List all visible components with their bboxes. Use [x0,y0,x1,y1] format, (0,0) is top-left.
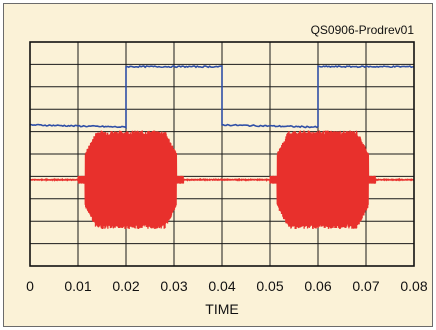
x-tick-label: 0.08 [400,278,427,294]
x-tick-label: 0.07 [352,278,379,294]
x-tick-label: 0.06 [304,278,331,294]
plot-border [29,41,415,267]
x-tick-label: 0.01 [64,278,91,294]
series-red-burst [29,130,415,230]
x-tick-label: 0.02 [112,278,139,294]
x-tick-labels: 0 0.01 0.02 0.03 0.04 0.05 0.06 0.07 0.08 [26,278,428,294]
series-layer [29,65,415,230]
series-blue-square-wave [29,65,415,130]
x-tick-label: 0 [26,278,34,294]
oscilloscope-chart: QS0906-Prodrev01 0 0.01 0.02 0.03 0.04 0.05 0.… [26,23,428,317]
chart-annotation: QS0906-Prodrev01 [311,23,415,37]
x-tick-label: 0.05 [256,278,283,294]
x-tick-label: 0.03 [160,278,187,294]
x-tick-label: 0.04 [208,278,235,294]
x-axis-label: TIME [205,301,238,317]
chart-frame: QS0906-Prodrev01 0 0.01 0.02 0.03 0.04 0.05 0.… [3,3,433,327]
